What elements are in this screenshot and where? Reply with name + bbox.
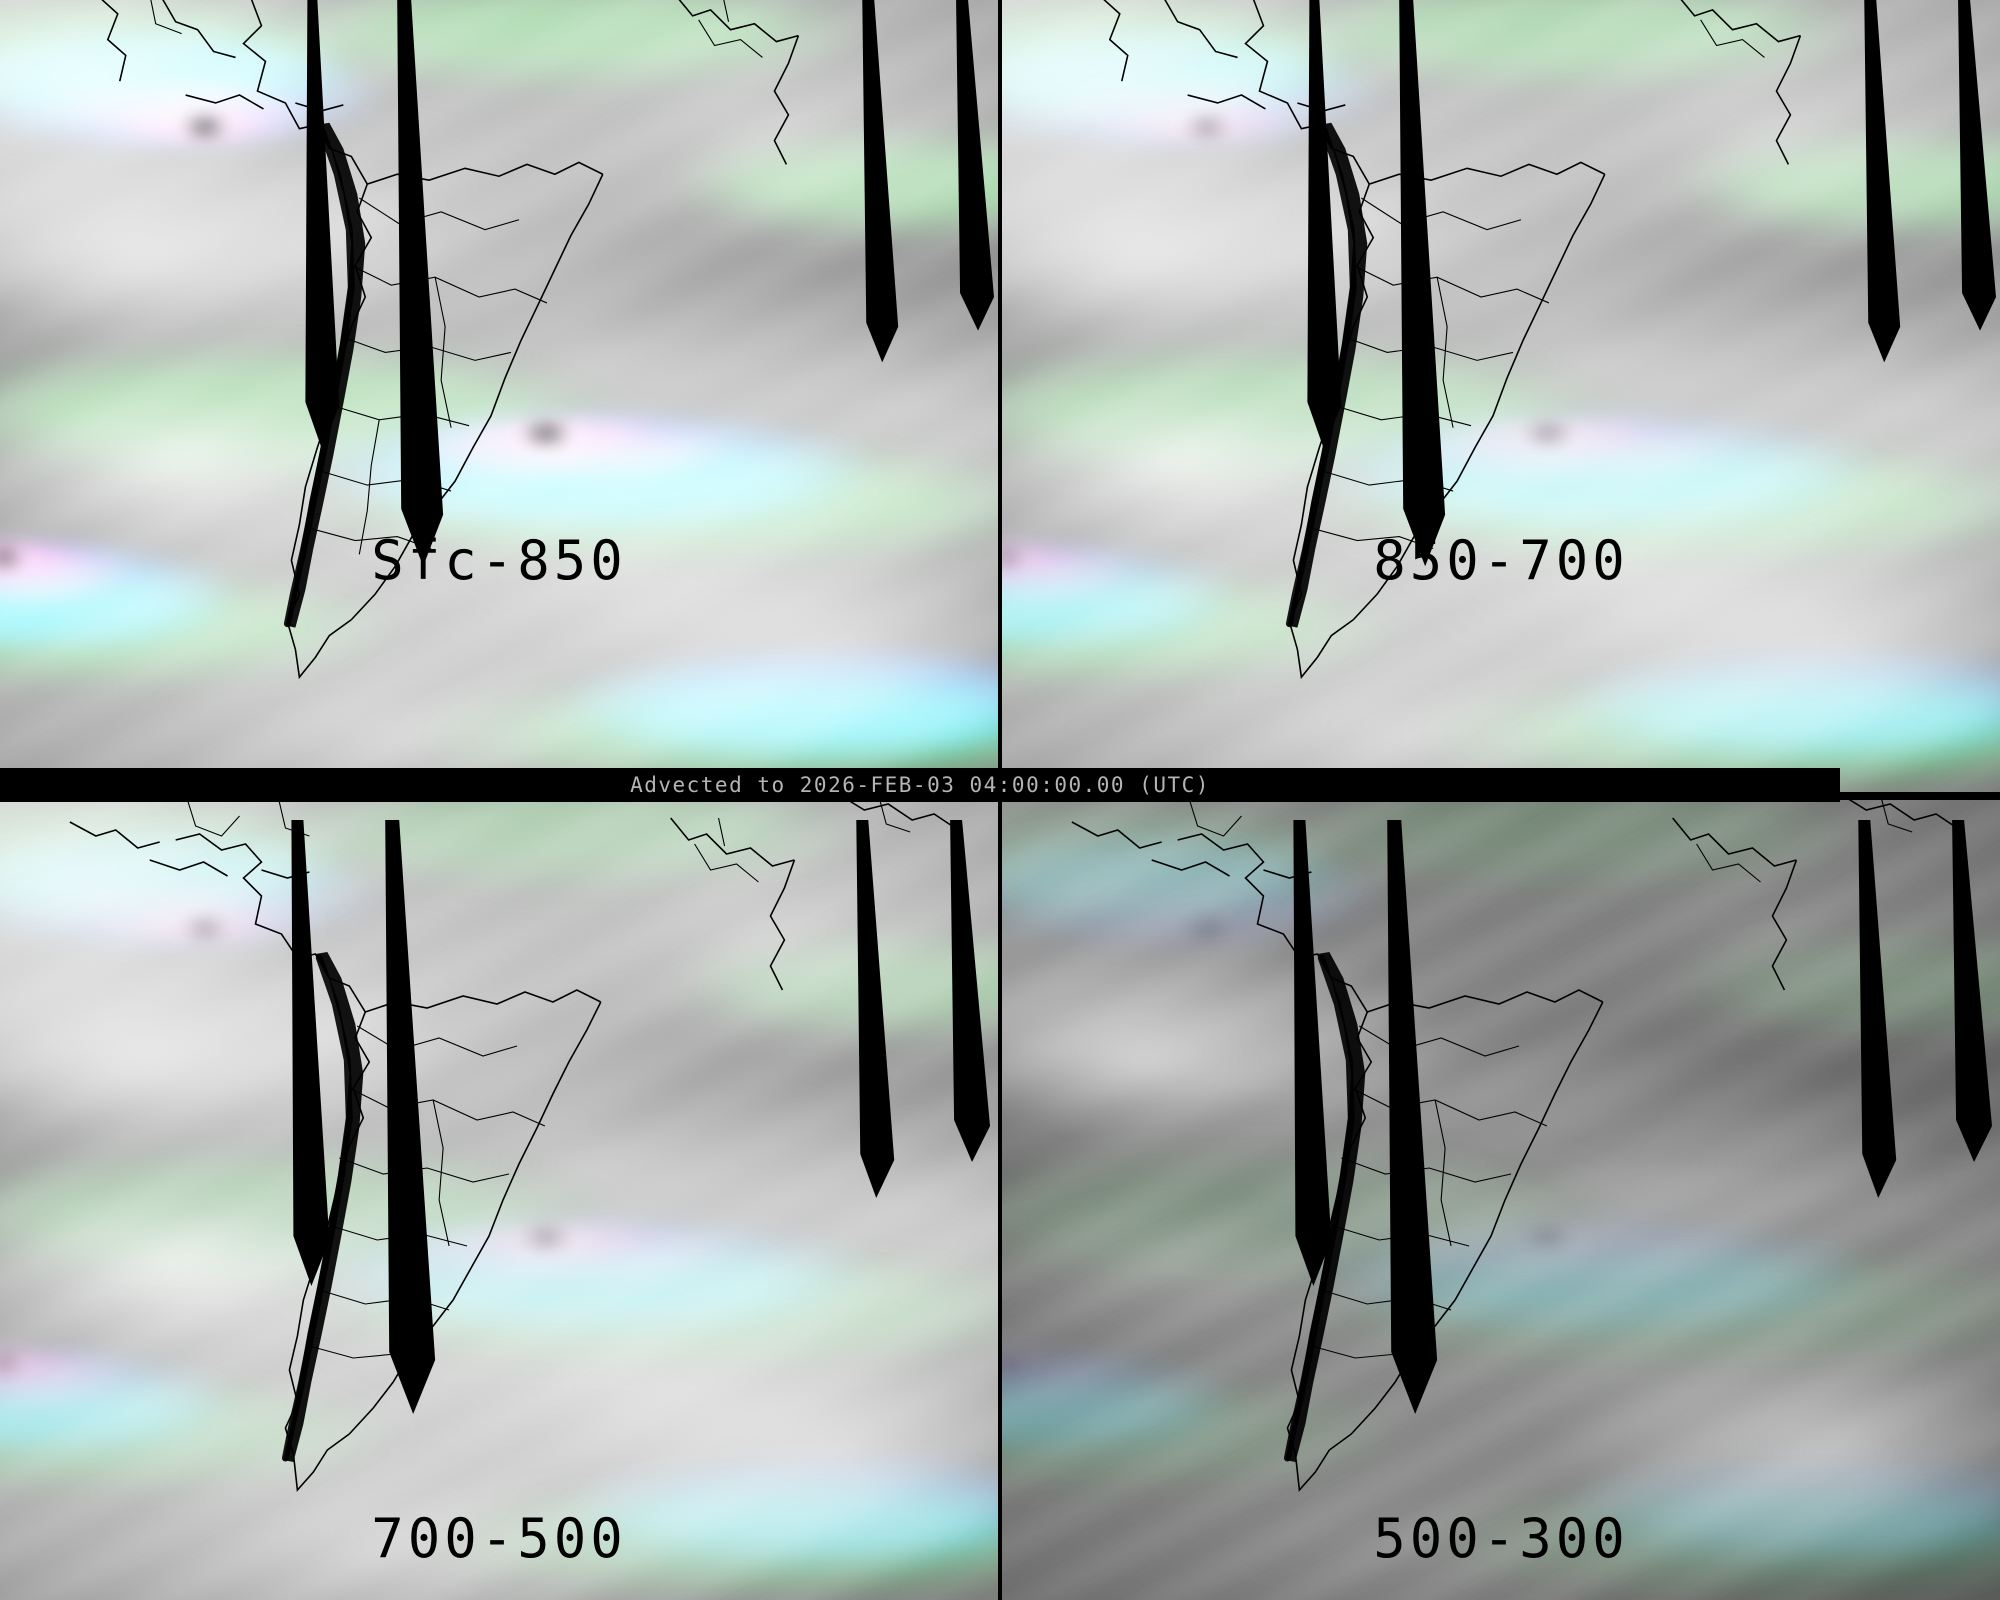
panel-label-500-300: 500-300 (1373, 1507, 1629, 1570)
moisture-saturated-core (1002, 0, 2000, 792)
timestamp-banner-text: Advected to 2026-FEB-03 04:00:00.00 (UTC… (630, 773, 1210, 797)
moisture-saturated-core (0, 0, 998, 792)
panel-label-850-700: 850-700 (1373, 529, 1629, 592)
panel-sfc-850[interactable]: Sfc-850 (0, 0, 998, 792)
timestamp-banner: Advected to 2026-FEB-03 04:00:00.00 (UTC… (0, 768, 1840, 802)
moisture-saturated-core (0, 800, 998, 1600)
panel-850-700[interactable]: 850-700 (1002, 0, 2000, 792)
panel-700-500[interactable]: 700-500 (0, 800, 998, 1600)
panel-500-300[interactable]: 500-300 (1002, 800, 2000, 1600)
panel-label-700-500: 700-500 (371, 1507, 627, 1570)
moisture-saturated-core (1002, 800, 2000, 1600)
panel-label-sfc-850: Sfc-850 (371, 529, 627, 592)
